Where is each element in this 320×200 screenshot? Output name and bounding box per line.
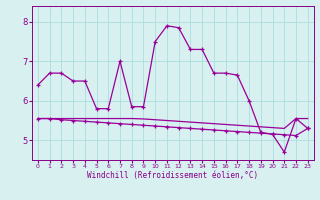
- X-axis label: Windchill (Refroidissement éolien,°C): Windchill (Refroidissement éolien,°C): [87, 171, 258, 180]
